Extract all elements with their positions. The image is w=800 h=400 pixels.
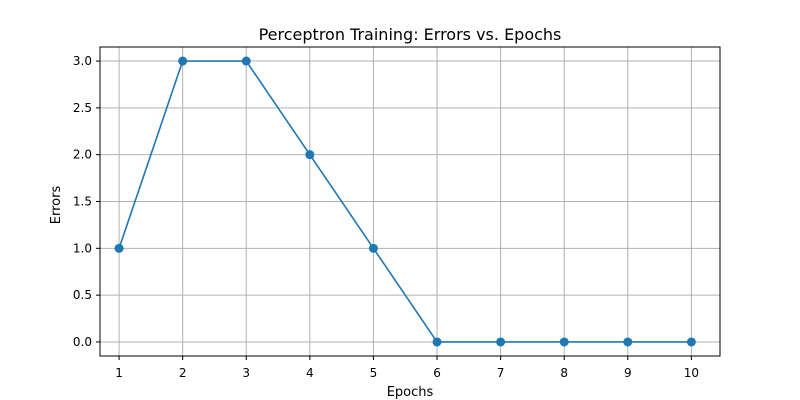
x-axis-label: Epochs <box>387 385 434 400</box>
x-tick-label: 1 <box>115 366 123 380</box>
data-point <box>623 337 633 347</box>
y-tick-label: 0.0 <box>73 335 92 349</box>
plot-area-frame <box>99 46 721 357</box>
x-tick-label: 3 <box>242 366 250 380</box>
series-line <box>118 60 692 343</box>
x-tick-label: 8 <box>560 366 568 380</box>
chart-title: Perceptron Training: Errors vs. Epochs <box>259 25 562 44</box>
x-tick-label: 4 <box>306 366 314 380</box>
data-point <box>368 243 378 253</box>
data-point <box>559 337 569 347</box>
y-tick-label: 1.0 <box>73 241 92 255</box>
data-point <box>305 150 315 160</box>
y-tick-label: 2.0 <box>73 148 92 162</box>
series-group <box>114 56 696 347</box>
x-tick-label: 5 <box>370 366 378 380</box>
y-tick-label: 3.0 <box>73 54 92 68</box>
x-tick-label: 10 <box>684 366 699 380</box>
y-axis-ticks: 0.0 0.5 1.0 1.5 2.0 2.5 3.0 <box>73 54 100 349</box>
x-tick-label: 7 <box>497 366 505 380</box>
data-point <box>178 56 188 66</box>
data-point <box>432 337 442 347</box>
x-tick-label: 2 <box>179 366 187 380</box>
y-tick-label: 1.5 <box>73 195 92 209</box>
y-axis-label: Errors <box>49 186 64 225</box>
y-tick-label: 2.5 <box>73 101 92 115</box>
data-point <box>686 337 696 347</box>
data-point <box>496 337 506 347</box>
data-point <box>114 243 124 253</box>
x-tick-label: 6 <box>433 366 441 380</box>
y-tick-label: 0.5 <box>73 288 92 302</box>
x-axis-ticks: 1 2 3 4 5 6 7 8 9 10 <box>115 356 699 380</box>
grid-lines <box>100 47 720 356</box>
x-tick-label: 9 <box>624 366 632 380</box>
data-point <box>241 56 251 66</box>
